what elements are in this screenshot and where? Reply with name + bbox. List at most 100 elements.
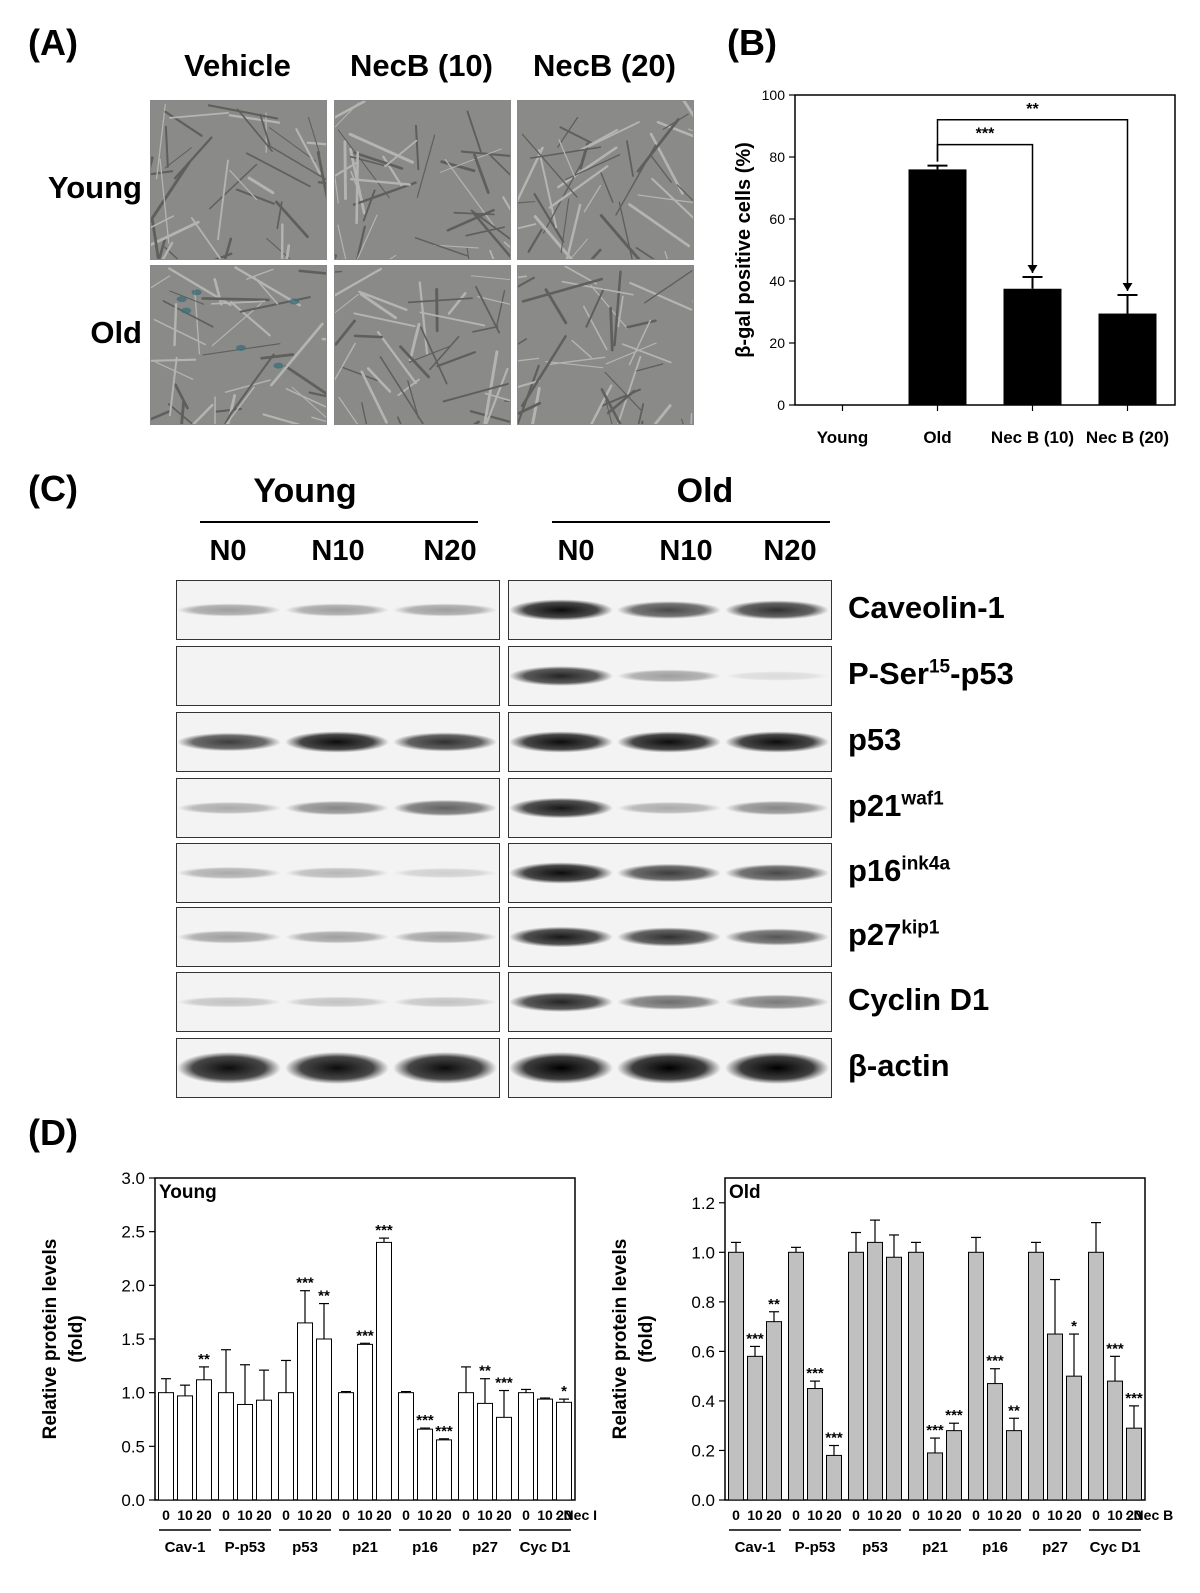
chart-b-bar: [1098, 313, 1157, 405]
chart-d-young-sig: ***: [416, 1412, 434, 1429]
chart-d-old-group-label: Cyc D1: [1090, 1539, 1141, 1556]
chart-d-young-sig: **: [479, 1363, 491, 1380]
panel-a-row-young: Young: [47, 170, 142, 205]
blot-band: [725, 864, 829, 882]
blot-old-row-4: [508, 843, 832, 903]
blot-band: [285, 930, 389, 944]
blot-old-row-7: [508, 1038, 832, 1098]
chart-d-young-bar: [398, 1392, 414, 1501]
chart-d-old-dose-label: 10: [927, 1507, 943, 1523]
blot-band: [725, 1052, 829, 1084]
lane-young-n0: N0: [209, 535, 247, 567]
chart-b-sig-label: ***: [976, 126, 995, 143]
chart-d-young-dose-label: 20: [436, 1507, 452, 1523]
chart-d-young-sig: ***: [296, 1275, 314, 1292]
protein-label-6: Cyclin D1: [848, 982, 989, 1018]
blot-band: [617, 731, 721, 753]
protein-label-2: p53: [848, 722, 901, 758]
blot-band: [617, 927, 721, 947]
protein-label-base: p53: [848, 722, 902, 757]
chart-d-old-group-label: p27: [1042, 1539, 1068, 1556]
chart-b-sig-arrow: [1027, 264, 1038, 273]
protein-label-base: β-actin: [848, 1048, 950, 1083]
chart-d-young-dose-label: 0: [222, 1507, 230, 1523]
protein-label-base: Cyclin D1: [848, 982, 990, 1017]
chart-d-old-sig: ***: [806, 1365, 824, 1382]
blot-band: [393, 603, 497, 617]
chart-d-old-dose-label: 0: [732, 1507, 740, 1523]
protein-label-4: p16ink4a: [848, 853, 950, 889]
micrograph-young-2: [517, 100, 694, 260]
blot-band: [617, 601, 721, 619]
chart-d-young-bar: [158, 1392, 174, 1501]
lane-young-n20: N20: [423, 535, 477, 567]
chart-d-old-dose-label: 0: [1032, 1507, 1040, 1523]
chart-d-old-bar: [927, 1452, 943, 1501]
blot-band: [509, 862, 613, 884]
blot-band: [393, 1052, 497, 1084]
chart-d-old-sig: ***: [1125, 1390, 1143, 1407]
chart-d-young-group-label: p27: [472, 1539, 498, 1556]
chart-d-young-dose-label: 20: [196, 1507, 212, 1523]
chart-d-old-dose-label: 20: [886, 1507, 902, 1523]
chart-d-old-bar: [788, 1251, 804, 1501]
chart-d-young-dose-label: 0: [522, 1507, 530, 1523]
chart-b-ytick-label: 60: [769, 211, 785, 227]
chart-d-young-ylabel: Relative protein levels: [40, 1239, 61, 1440]
chart-d-young-group-label: p53: [292, 1539, 318, 1556]
blot-band: [725, 731, 829, 753]
chart-d-old-bar: [807, 1388, 823, 1501]
blot-band: [725, 994, 829, 1010]
chart-d-old-dose-label: 20: [1126, 1507, 1142, 1523]
blot-band: [177, 930, 281, 944]
chart-d-old-ytick-label: 0.0: [691, 1491, 715, 1510]
protein-label-7: β-actin: [848, 1048, 950, 1084]
blot-group-young-line: [200, 521, 478, 523]
chart-b-ytick-label: 80: [769, 149, 785, 165]
chart-d-old-group-label: p21: [922, 1539, 948, 1556]
chart-d-young-bar: [256, 1399, 272, 1501]
chart-d-old-dose-label: 0: [912, 1507, 920, 1523]
chart-d-old-ylabel-unit: (fold): [636, 1315, 657, 1362]
chart-d-young-bar: [316, 1338, 332, 1501]
chart-d-old-bar: [747, 1355, 763, 1501]
chart-d-old-sig: ***: [945, 1407, 963, 1424]
blot-band: [177, 866, 281, 880]
chart-d-old-bar: [1028, 1251, 1044, 1501]
blot-young-row-3: [176, 778, 500, 838]
blot-band: [617, 669, 721, 683]
blot-young-row-6: [176, 972, 500, 1032]
blot-band: [617, 863, 721, 883]
chart-d-old-group-label: p16: [982, 1539, 1008, 1556]
chart-d-old-ylabel: Relative protein levels: [610, 1239, 631, 1440]
blot-band: [617, 994, 721, 1010]
chart-b-ytick-label: 0: [777, 397, 785, 413]
protein-label-sup: kip1: [901, 917, 940, 939]
blot-band: [725, 800, 829, 816]
micrograph-old-0: [150, 265, 327, 425]
blot-band: [285, 996, 389, 1008]
chart-b-xtick-label: Nec B (20): [1086, 428, 1169, 447]
micrograph-old-2: [517, 265, 694, 425]
chart-d-young-dose-label: 10: [237, 1507, 253, 1523]
chart-d-old-bar: [867, 1241, 883, 1501]
chart-d-young-group-label: p16: [412, 1539, 438, 1556]
blot-band: [725, 671, 829, 681]
chart-d-young-ylabel-unit: (fold): [66, 1315, 87, 1362]
blot-old-row-6: [508, 972, 832, 1032]
chart-d-old-sig: ***: [825, 1430, 843, 1447]
chart-d-young-title: Young: [159, 1182, 217, 1203]
protein-label-3: p21waf1: [848, 788, 944, 824]
micrograph-old-1: [334, 265, 511, 425]
chart-d-old-dose-label: 10: [1047, 1507, 1063, 1523]
chart-d-old-dose-label: 20: [946, 1507, 962, 1523]
chart-d-old-ytick-label: 1.0: [691, 1243, 715, 1262]
blot-band: [393, 996, 497, 1008]
chart-d-young-bar: [278, 1392, 294, 1501]
chart-d-old-dose-label: 20: [1006, 1507, 1022, 1523]
chart-d-young-dose-label: 20: [556, 1507, 572, 1523]
chart-d-old-sig: ***: [926, 1422, 944, 1439]
chart-d-old-bar: [886, 1256, 902, 1501]
beta-gal-chart: 0 20 40 60 80 100 β-gal positive cells (%) Youn…: [733, 87, 1176, 447]
chart-d-young-dose-label: 0: [282, 1507, 290, 1523]
